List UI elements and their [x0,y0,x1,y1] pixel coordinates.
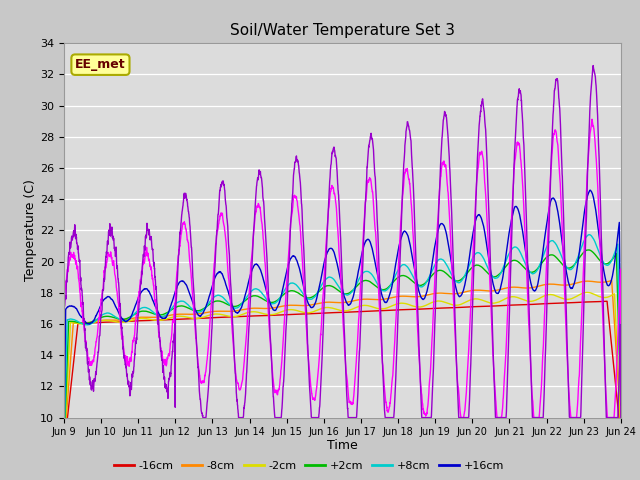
-2cm [617,426,625,432]
+8cm [617,399,625,405]
+16cm [298,275,305,281]
Line: -2cm: -2cm [64,292,621,448]
+16cm [124,318,131,324]
+2cm [617,402,625,408]
+2cm [298,292,305,298]
-16cm [274,312,282,318]
+8cm [157,313,164,319]
-2cm [274,311,282,316]
+16cm [60,439,68,445]
-2cm [583,289,591,295]
+64cm [124,376,131,382]
-8cm [298,303,305,309]
+16cm [274,304,282,310]
+64cm [199,415,207,420]
+32cm [60,415,68,420]
-8cm [124,316,131,322]
+64cm [617,415,625,420]
+16cm [586,187,594,193]
-8cm [617,420,625,426]
-16cm [617,432,625,438]
+16cm [157,314,164,320]
Line: +32cm: +32cm [64,119,621,418]
-16cm [546,300,554,306]
+64cm [589,63,597,69]
-8cm [60,445,68,451]
+64cm [606,415,614,420]
+8cm [124,317,131,323]
-8cm [274,304,282,310]
+32cm [606,415,614,420]
-16cm [298,311,305,317]
Line: +64cm: +64cm [64,66,621,418]
+8cm [606,261,614,266]
-8cm [546,281,554,287]
+8cm [586,232,593,238]
-2cm [606,293,614,299]
+64cm [60,398,68,404]
+8cm [546,239,554,244]
Title: Soil/Water Temperature Set 3: Soil/Water Temperature Set 3 [230,23,455,38]
Line: +2cm: +2cm [64,250,621,448]
+8cm [60,441,68,446]
+2cm [274,297,282,303]
-16cm [124,318,131,324]
+32cm [546,186,554,192]
-8cm [608,277,616,283]
+2cm [60,445,68,451]
-16cm [606,327,614,333]
+32cm [588,116,596,122]
+8cm [274,298,282,304]
+32cm [157,346,164,351]
-2cm [124,319,131,324]
+32cm [274,392,282,397]
-16cm [60,446,68,452]
-2cm [60,445,68,451]
+16cm [606,281,614,287]
+32cm [298,245,305,251]
X-axis label: Time: Time [327,439,358,452]
+64cm [274,415,282,420]
+32cm [617,363,625,369]
Line: +16cm: +16cm [64,190,621,442]
+64cm [298,204,306,210]
+16cm [617,372,625,378]
-2cm [546,292,554,298]
-2cm [157,317,164,323]
Line: -16cm: -16cm [64,301,621,449]
+32cm [124,356,131,362]
+64cm [157,348,164,353]
Text: EE_met: EE_met [75,58,126,71]
Line: +8cm: +8cm [64,235,621,444]
+2cm [546,252,554,258]
+2cm [124,315,131,321]
Y-axis label: Temperature (C): Temperature (C) [24,180,37,281]
+16cm [546,202,554,208]
+2cm [157,312,164,318]
+64cm [546,192,554,197]
Line: -8cm: -8cm [64,280,621,448]
+2cm [606,259,614,264]
-8cm [157,314,164,320]
-16cm [604,299,611,304]
+2cm [584,247,592,253]
-2cm [298,309,305,315]
-16cm [157,317,164,323]
+8cm [298,288,305,294]
-8cm [606,278,614,284]
